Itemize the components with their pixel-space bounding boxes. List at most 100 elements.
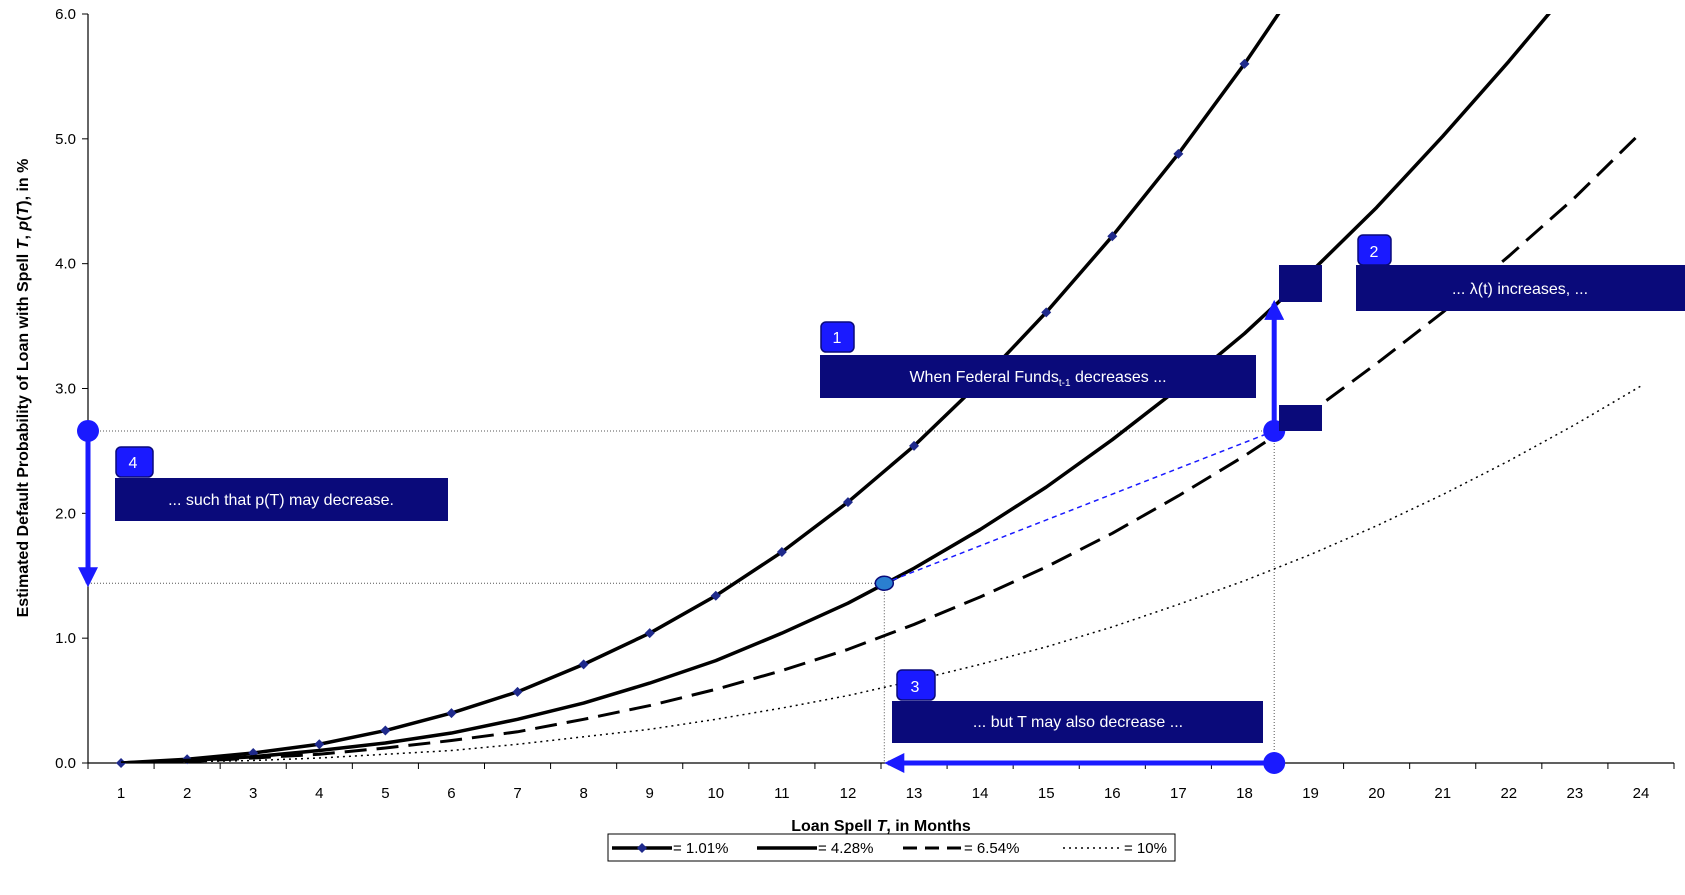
- badge-1-number: 1: [833, 330, 842, 347]
- legend-item-4: = 10%: [1063, 840, 1167, 857]
- callout-connector-upper: [1279, 265, 1322, 302]
- callout-1-subscript: t-1: [1059, 378, 1071, 389]
- callout-4-text: ... such that p(T) may decrease.: [168, 492, 394, 509]
- callout-1: When Federal Fundst-1 decreases ...: [820, 355, 1256, 398]
- callout-3-text: ... but T may also decrease ...: [973, 714, 1183, 731]
- callout-connector-lower: [1279, 405, 1322, 431]
- x-tick-label: 8: [579, 785, 587, 802]
- x-tick-label: 16: [1104, 785, 1121, 802]
- x-tick-label: 13: [906, 785, 923, 802]
- legend-item-3: = 6.54%: [903, 840, 1019, 857]
- series-1-marker: [644, 628, 655, 639]
- series-1-marker: [512, 686, 523, 697]
- x-tick-label: 10: [707, 785, 724, 802]
- x-tick-label: 20: [1368, 785, 1385, 802]
- x-axis-title-part: Loan Spell: [791, 818, 876, 835]
- x-tick-label: 1: [117, 785, 125, 802]
- badge-3-shape: [896, 669, 936, 701]
- y-axis-title-var: T: [15, 205, 32, 216]
- series-1-marker: [1173, 148, 1184, 159]
- x-tick-label: 3: [249, 785, 257, 802]
- x-tick-label: 5: [381, 785, 389, 802]
- series-1-marker: [380, 725, 391, 736]
- x-tick-label: 17: [1170, 785, 1187, 802]
- badge-1-shape: [820, 321, 855, 353]
- series-1-marker: [776, 547, 787, 558]
- series-1-marker: [710, 590, 721, 601]
- arrow-down-start-dot: [77, 419, 99, 442]
- y-axis-title: Estimated Default Probability of Loan wi…: [15, 159, 32, 618]
- callout-2-text: ... λ(t) increases, ...: [1452, 281, 1588, 298]
- plot-area: 0.01.02.03.04.05.06.0 1 2 3 4 5 6 7 8 9 10 11 12 13 1…: [55, 6, 1675, 802]
- legend-label-3: = 6.54%: [964, 840, 1019, 857]
- legend-box: [607, 833, 1176, 862]
- x-tick-label: 12: [840, 785, 857, 802]
- callout-3-box: [892, 701, 1263, 743]
- x-axis-ticks: 1 2 3 4 5 6 7 8 9 10 11 12 13 14 15 16 17 18 19 20 21 22 23 24: [87, 763, 1675, 802]
- series-1-marker: [446, 708, 457, 719]
- y-axis-ticks: 0.0 1.0 2.0 3.0 4.0 5.0 6.0: [55, 6, 88, 772]
- x-tick-label: 9: [646, 785, 654, 802]
- callout-4: ... such that p(T) may decrease.: [115, 478, 448, 521]
- callout-2: ... λ(t) increases, ...: [1356, 265, 1685, 311]
- x-tick-label: 22: [1500, 785, 1517, 802]
- badge-2-shape: [1357, 234, 1392, 266]
- series-1-marker: [1041, 307, 1052, 318]
- x-tick-label: 15: [1038, 785, 1055, 802]
- badge-1: 1: [820, 321, 855, 353]
- series-line-3: [121, 131, 1643, 763]
- y-tick-label: 6.0: [55, 6, 76, 23]
- callout-4-box: [115, 478, 448, 521]
- badge-4-shape: [115, 446, 154, 478]
- series-line-4: [121, 385, 1642, 763]
- y-tick-label: 5.0: [55, 131, 76, 148]
- x-tick-label: 14: [972, 785, 989, 802]
- series-1-marker: [1107, 231, 1118, 242]
- legend-label-1: = 1.01%: [673, 840, 728, 857]
- legend: = 1.01% = 4.28% = 6.54% = 10%: [607, 833, 1176, 862]
- x-tick-label: 21: [1434, 785, 1451, 802]
- x-tick-label: 4: [315, 785, 323, 802]
- guide-lines: [88, 430, 1275, 763]
- y-axis-title-part: Estimated Default Probability of Loan wi…: [15, 249, 32, 617]
- legend-swatch-marker: [637, 843, 647, 853]
- series-1-marker: [578, 659, 589, 670]
- arrow-left-start-dot: [1263, 752, 1286, 774]
- callout-2-box: [1356, 265, 1685, 311]
- y-axis-title-part: ), in %: [15, 159, 32, 206]
- y-tick-label: 0.0: [55, 755, 76, 772]
- callout-1-text-part: When Federal Funds: [909, 369, 1058, 386]
- x-axis-title: Loan Spell T, in Months: [791, 818, 971, 835]
- legend-label-4: = 10%: [1124, 840, 1167, 857]
- y-tick-label: 3.0: [55, 381, 76, 398]
- badge-3-number: 3: [911, 679, 920, 696]
- callout-1-box: [820, 355, 1256, 398]
- y-axis-title-var: T: [15, 238, 32, 249]
- y-tick-label: 4.0: [55, 256, 76, 273]
- series-1-marker: [1239, 58, 1250, 69]
- x-tick-label: 11: [774, 785, 790, 802]
- x-axis-title-var: T: [877, 818, 888, 835]
- callout-1-text-part: decreases ...: [1071, 369, 1167, 386]
- callout-1-text: When Federal Fundst-1 decreases ...: [909, 369, 1166, 389]
- badge-4-number: 4: [129, 455, 138, 472]
- x-tick-label: 24: [1633, 785, 1650, 802]
- y-axis-title-var: p: [15, 221, 32, 232]
- y-tick-label: 2.0: [55, 505, 76, 522]
- badge-2: 2: [1357, 234, 1392, 266]
- series-1-marker: [842, 497, 853, 508]
- x-axis-title-part: , in Months: [886, 818, 971, 835]
- series-1-marker: [314, 739, 325, 750]
- y-tick-label: 1.0: [55, 630, 76, 647]
- x-tick-label: 18: [1236, 785, 1253, 802]
- badge-4: 4: [115, 446, 154, 478]
- lower-reference-point: [874, 575, 895, 591]
- legend-item-1: = 1.01%: [612, 840, 728, 857]
- y-axis-title-part: ,: [15, 231, 32, 240]
- x-tick-label: 2: [183, 785, 191, 802]
- blue-dashed-connector: [884, 430, 1275, 584]
- legend-label-2: = 4.28%: [818, 840, 873, 857]
- series-1-marker: [909, 440, 920, 451]
- x-tick-label: 19: [1302, 785, 1319, 802]
